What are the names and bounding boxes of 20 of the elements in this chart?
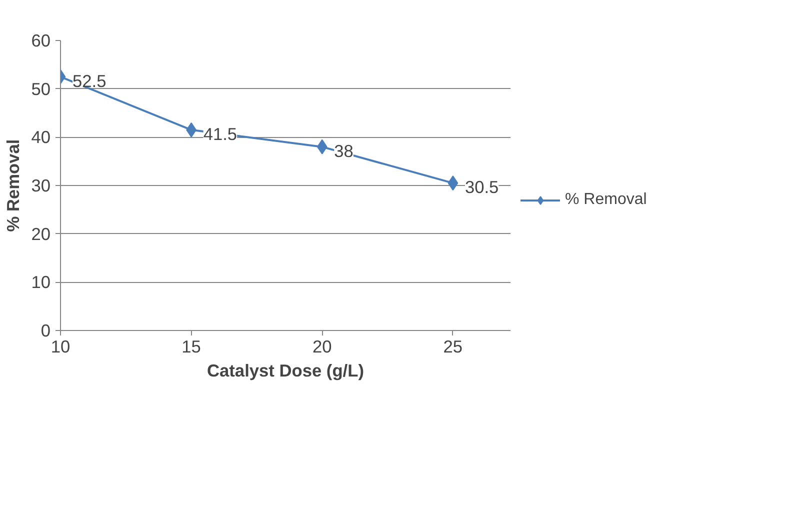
y-tick-label: 40	[31, 127, 51, 148]
y-tick-label: 0	[40, 320, 51, 340]
x-tick-label: 25	[443, 336, 463, 356]
legend-label: % Removal	[565, 191, 647, 209]
y-tick-label: 10	[31, 272, 51, 292]
data-label: 41.5	[203, 124, 238, 144]
x-tick-label: 15	[182, 336, 201, 356]
y-tick-label: 30	[31, 176, 51, 196]
y-tick-label: 20	[31, 224, 51, 244]
data-label: 52.5	[72, 70, 106, 91]
x-axis-title: Catalyst Dose (g/L)	[207, 360, 364, 380]
point	[316, 139, 328, 154]
x-tick-label: 20	[312, 336, 332, 356]
x-tick-label: 10	[50, 336, 70, 356]
point	[448, 176, 458, 191]
y-tick-label: 60	[31, 30, 51, 50]
data-label: 30.5	[464, 177, 499, 198]
y-tick-label: 50	[31, 78, 51, 99]
y-axis-title: % Removal	[3, 139, 24, 232]
data-label: 38	[334, 140, 354, 161]
